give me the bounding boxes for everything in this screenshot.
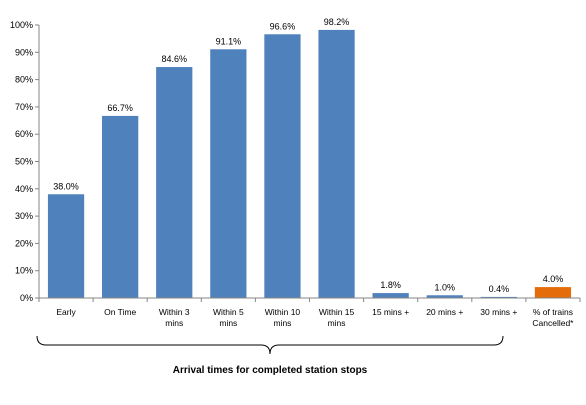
x-axis: Early On Time Within 3 mins Within 5 mins With… bbox=[38, 297, 581, 328]
data-label: 4.0% bbox=[543, 274, 564, 284]
bars: 38.0% 66.7% 84.6% 91.1% 96.6% 98.2% 1.8% 1.0% 0.… bbox=[47, 17, 572, 299]
bar bbox=[156, 67, 193, 299]
bar bbox=[264, 34, 301, 298]
bar bbox=[426, 295, 463, 298]
y-tick-label: 50% bbox=[15, 157, 33, 167]
bar bbox=[372, 293, 409, 298]
bar bbox=[102, 115, 139, 298]
bar bbox=[210, 49, 247, 299]
data-label: 0.4% bbox=[489, 284, 510, 294]
x-tick-label: Within 15 mins bbox=[319, 307, 355, 328]
x-tick-label: 15 mins + bbox=[372, 307, 409, 317]
y-tick-label: 100% bbox=[10, 20, 33, 30]
y-tick-label: 80% bbox=[15, 75, 33, 85]
x-tick-label: On Time bbox=[104, 307, 136, 317]
bar bbox=[318, 29, 355, 298]
y-tick-label: 60% bbox=[15, 129, 33, 139]
data-label: 91.1% bbox=[216, 36, 242, 46]
bar bbox=[534, 287, 572, 298]
x-axis-brace bbox=[36, 335, 504, 355]
y-tick-label: 20% bbox=[15, 238, 33, 248]
data-label: 66.7% bbox=[107, 103, 133, 113]
x-axis-title: Arrival times for completed station stop… bbox=[173, 365, 368, 376]
data-label: 98.2% bbox=[324, 17, 350, 27]
y-tick-label: 70% bbox=[15, 102, 33, 112]
data-label: 96.6% bbox=[270, 21, 296, 31]
data-label: 38.0% bbox=[53, 181, 79, 191]
x-tick-label: 30 mins + bbox=[480, 307, 517, 317]
y-tick-label: 30% bbox=[15, 211, 33, 221]
data-label: 1.0% bbox=[434, 282, 455, 292]
y-axis: 0% 10% 20% 30% 40% 50% 60% 70% 80% 90% 100% bbox=[10, 20, 40, 303]
x-tick-label: % of trains Cancelled* bbox=[532, 307, 574, 328]
x-tick-label: Within 5 mins bbox=[213, 307, 244, 328]
y-tick-label: 10% bbox=[15, 266, 33, 276]
x-tick-label: Within 3 mins bbox=[159, 307, 190, 328]
y-tick-label: 0% bbox=[20, 293, 33, 303]
bar bbox=[480, 296, 517, 298]
x-tick-label: 20 mins + bbox=[426, 307, 463, 317]
data-label: 1.8% bbox=[380, 280, 401, 290]
bar bbox=[47, 194, 85, 298]
y-tick-label: 40% bbox=[15, 184, 33, 194]
x-tick-label: Early bbox=[56, 307, 76, 317]
data-label: 84.6% bbox=[161, 54, 187, 64]
x-tick-label: Within 10 mins bbox=[265, 307, 301, 328]
y-tick-label: 90% bbox=[15, 47, 33, 57]
